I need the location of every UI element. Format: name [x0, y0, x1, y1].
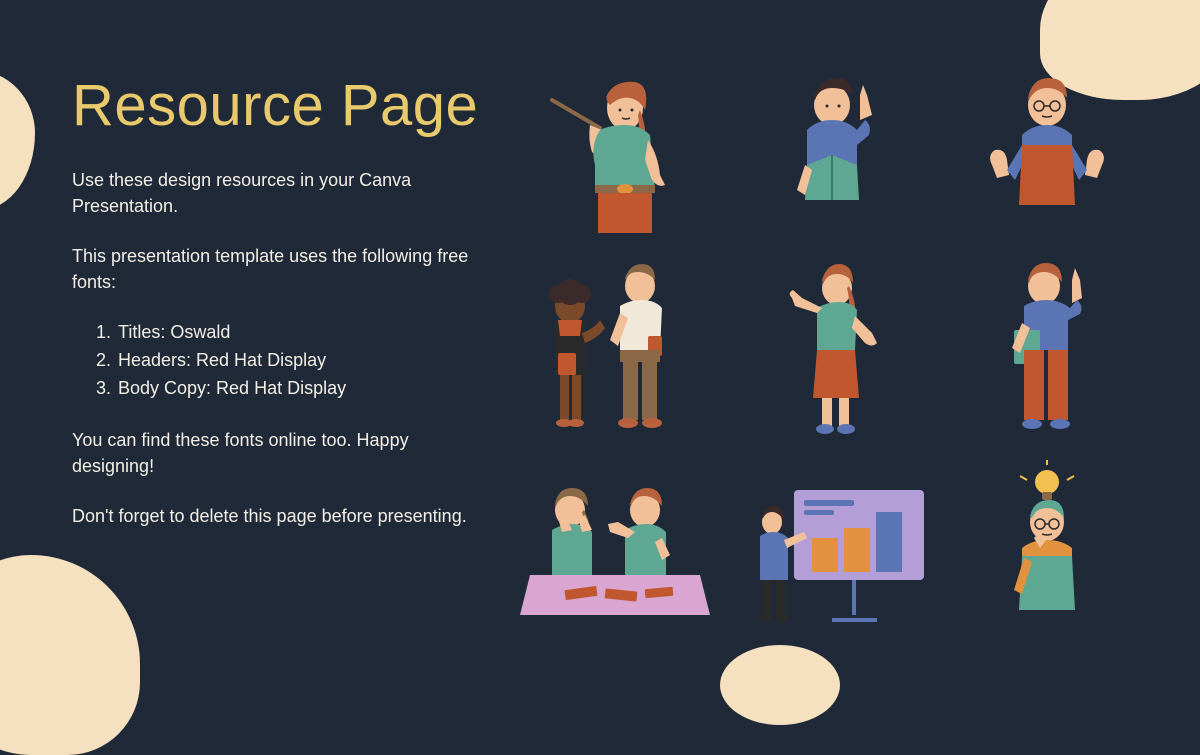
illustration-gesturing-woman — [728, 258, 935, 448]
fonts-intro: This presentation template uses the foll… — [72, 243, 492, 295]
font-item: Titles: Oswald — [116, 319, 492, 347]
decorative-blob-left-cutout — [0, 0, 50, 35]
illustration-student-teacher — [510, 258, 720, 448]
font-item: Headers: Red Hat Display — [116, 347, 492, 375]
illustration-two-at-desk — [510, 456, 720, 646]
fonts-note: You can find these fonts online too. Hap… — [72, 427, 492, 479]
illustration-grid — [510, 60, 1150, 645]
decorative-blob-bottom-right — [720, 645, 840, 725]
decorative-blob-left — [0, 70, 35, 210]
illustration-reader-pointing — [728, 60, 935, 250]
decorative-blob-bottom-left — [0, 555, 140, 755]
page-title: Resource Page — [72, 72, 492, 139]
illustration-presenter-chart — [728, 456, 935, 646]
illustration-idea-person — [943, 456, 1150, 646]
illustration-teacher-pointer — [510, 60, 720, 250]
font-item: Body Copy: Red Hat Display — [116, 375, 492, 403]
delete-reminder: Don't forget to delete this page before … — [72, 503, 492, 529]
text-content: Resource Page Use these design resources… — [72, 72, 492, 553]
fonts-list: Titles: Oswald Headers: Red Hat Display … — [116, 319, 492, 403]
illustration-holding-book — [943, 258, 1150, 448]
illustration-hands-open — [943, 60, 1150, 250]
intro-paragraph: Use these design resources in your Canva… — [72, 167, 492, 219]
